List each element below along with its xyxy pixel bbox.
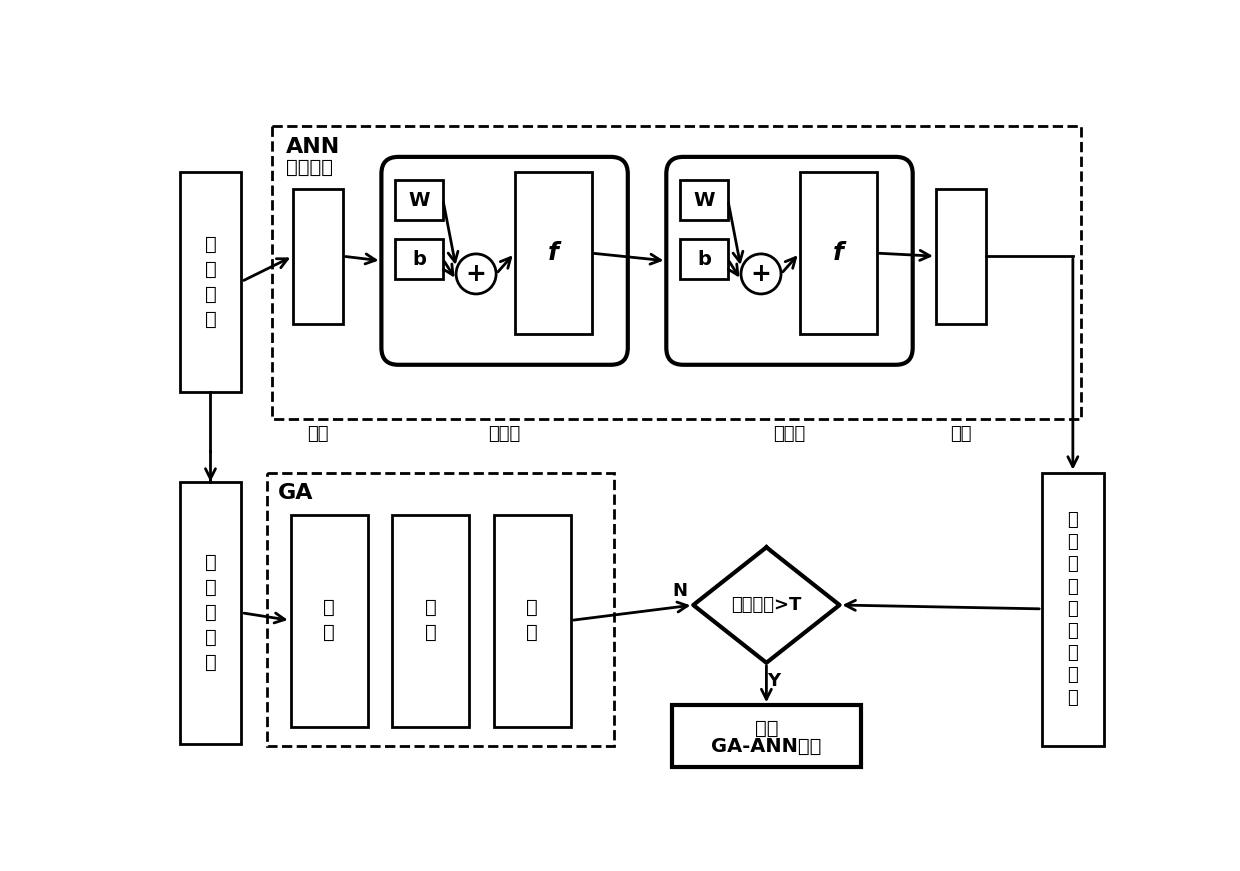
Bar — [396, 240, 443, 280]
FancyBboxPatch shape — [382, 157, 627, 365]
Bar — [1042, 473, 1104, 746]
Text: b: b — [412, 250, 427, 269]
Bar — [494, 515, 570, 726]
Text: GA: GA — [278, 483, 314, 503]
Bar — [293, 189, 343, 324]
Polygon shape — [693, 547, 839, 663]
Text: 下
一
代
种
群: 下 一 代 种 群 — [205, 553, 216, 672]
Text: 交
叉: 交 叉 — [425, 598, 436, 643]
Bar — [672, 706, 861, 766]
Text: 输出层: 输出层 — [774, 425, 806, 442]
Bar — [515, 172, 591, 334]
Text: 输出: 输出 — [950, 425, 971, 442]
Bar — [681, 240, 728, 280]
Text: 变
异: 变 异 — [324, 598, 335, 643]
Text: f: f — [832, 241, 843, 265]
Text: W: W — [408, 191, 430, 210]
Text: 隐藏层: 隐藏层 — [489, 425, 521, 442]
Text: 结束: 结束 — [755, 719, 779, 738]
Text: 识别训练: 识别训练 — [286, 159, 332, 178]
Text: +: + — [750, 262, 771, 286]
Bar — [180, 172, 242, 392]
Text: 输入: 输入 — [306, 425, 329, 442]
Bar — [272, 126, 1080, 419]
FancyBboxPatch shape — [666, 157, 913, 365]
Text: 初
始
种
群: 初 始 种 群 — [205, 234, 216, 328]
Text: f: f — [548, 241, 558, 265]
Text: W: W — [693, 191, 714, 210]
Bar — [396, 180, 443, 220]
Text: +: + — [466, 262, 486, 286]
Bar — [681, 180, 728, 220]
Text: 进化代数>T: 进化代数>T — [732, 596, 801, 614]
Circle shape — [456, 254, 496, 294]
Bar — [392, 515, 469, 726]
Bar — [800, 172, 877, 334]
Text: Y: Y — [768, 672, 781, 690]
Text: ANN: ANN — [286, 137, 340, 157]
Bar — [290, 515, 367, 726]
Bar — [180, 482, 242, 744]
Text: GA-ANN算法: GA-ANN算法 — [712, 737, 822, 756]
Text: N: N — [672, 582, 687, 600]
Text: b: b — [697, 250, 711, 269]
Circle shape — [742, 254, 781, 294]
Text: 混
淆
矩
阵
计
算
适
应
度: 混 淆 矩 阵 计 算 适 应 度 — [1068, 511, 1079, 706]
Text: 选
择: 选 择 — [527, 598, 538, 643]
Bar — [936, 189, 986, 324]
Bar — [268, 473, 614, 746]
